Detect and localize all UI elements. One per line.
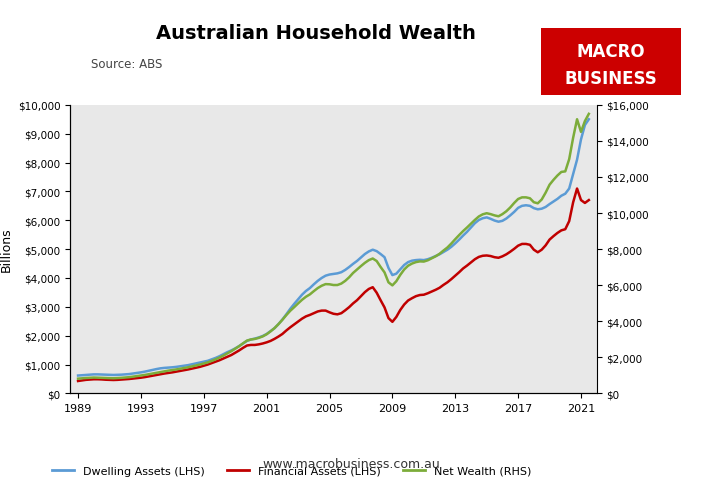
Text: Australian Household Wealth: Australian Household Wealth — [156, 24, 476, 43]
Text: Source: ABS: Source: ABS — [91, 58, 163, 71]
Y-axis label: Billions: Billions — [0, 228, 13, 272]
Text: www.macrobusiness.com.au: www.macrobusiness.com.au — [262, 457, 440, 470]
Text: MACRO: MACRO — [576, 43, 645, 61]
Legend: Dwelling Assets (LHS), Financial Assets (LHS), Net Wealth (RHS): Dwelling Assets (LHS), Financial Assets … — [47, 461, 536, 480]
Text: BUSINESS: BUSINESS — [564, 70, 657, 88]
